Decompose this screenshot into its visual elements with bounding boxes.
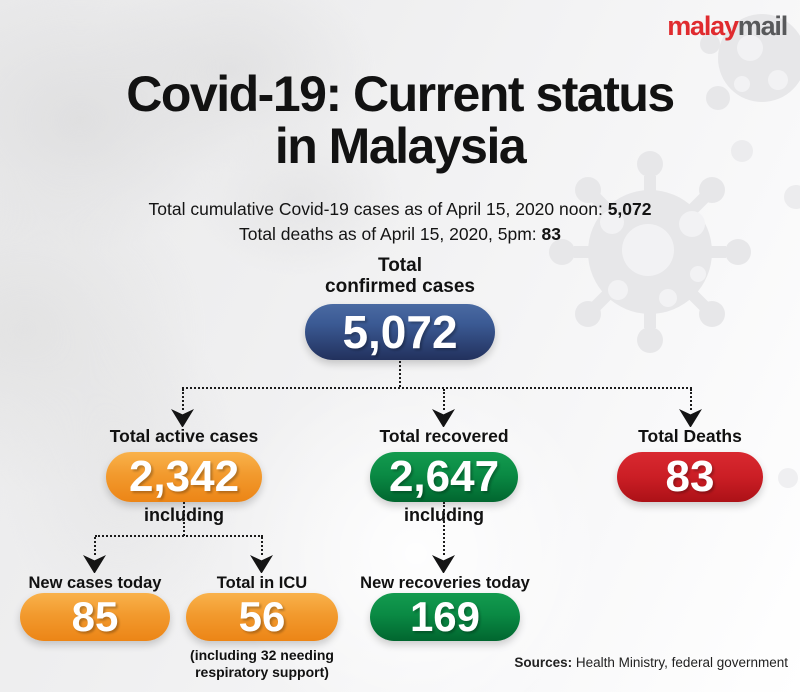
- brand-logo: malaymail: [667, 11, 788, 41]
- dotted-connector: [443, 502, 445, 555]
- page-title-line2: in Malaysia: [274, 118, 527, 174]
- deaths-pill: 83: [617, 452, 763, 502]
- subtitle-line2: Total deaths as of April 15, 2020, 5pm: …: [238, 223, 562, 244]
- new-recoveries-pill: 169: [370, 593, 520, 641]
- recovered-including-label: including: [404, 505, 484, 525]
- icu-pill: 56: [186, 593, 338, 641]
- sources: Sources: Health Ministry, federal govern…: [514, 655, 788, 670]
- brand-logo-malay: malay: [667, 11, 739, 41]
- dotted-connector: [182, 389, 184, 410]
- confirmed-cases-pill: 5,072: [305, 304, 495, 360]
- dotted-connector: [182, 387, 692, 389]
- dotted-connector: [399, 361, 401, 387]
- dotted-connector: [95, 535, 263, 537]
- sources-label: Sources:: [514, 655, 573, 670]
- active-including-label: including: [144, 505, 224, 525]
- icu-note: (including 32 needing respiratory suppor…: [190, 647, 334, 680]
- recovered-label: Total recovered: [379, 426, 509, 446]
- page-title: Covid-19: Current status in Malaysia: [0, 68, 800, 172]
- page-title-line1: Covid-19: Current status: [126, 66, 675, 122]
- subtitle-line1: Total cumulative Covid-19 cases as of Ap…: [148, 199, 652, 219]
- subtitle: Total cumulative Covid-19 cases as of Ap…: [0, 197, 800, 246]
- sources-value: Health Ministry, federal government: [575, 655, 788, 670]
- new-cases-pill: 85: [20, 593, 170, 641]
- new-cases-label: New cases today: [28, 574, 162, 592]
- confirmed-cases-label: Total confirmed cases: [325, 255, 475, 298]
- dotted-connector: [261, 537, 263, 555]
- total-deaths-value: 83: [541, 223, 562, 244]
- active-cases-label: Total active cases: [109, 426, 259, 446]
- icu-label: Total in ICU: [216, 574, 308, 592]
- dotted-connector: [690, 389, 692, 410]
- new-recoveries-label: New recoveries today: [360, 574, 530, 592]
- deaths-label: Total Deaths: [638, 426, 742, 446]
- brand-logo-mail: mail: [737, 11, 788, 41]
- dotted-connector: [443, 389, 445, 410]
- cumulative-cases-value: 5,072: [607, 199, 652, 219]
- dotted-connector: [94, 537, 96, 555]
- recovered-pill: 2,647: [370, 452, 518, 502]
- dotted-connector: [183, 502, 185, 536]
- active-cases-pill: 2,342: [106, 452, 262, 502]
